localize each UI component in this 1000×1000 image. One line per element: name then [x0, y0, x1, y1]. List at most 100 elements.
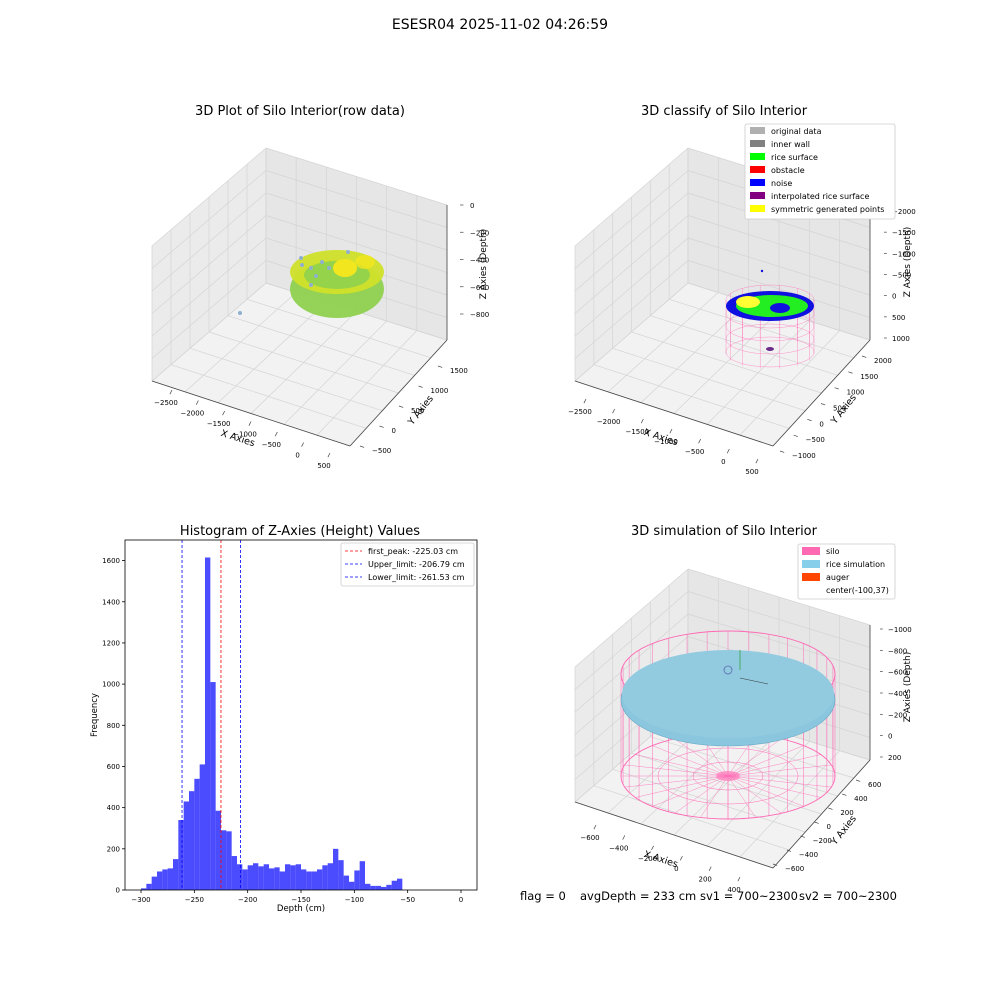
- plot2-y-tick: [834, 387, 839, 390]
- wall-gridline: [265, 237, 448, 296]
- plot4-y-tick-label: 400: [854, 795, 867, 803]
- cloud-top-ring: [290, 250, 384, 294]
- plot2-x-ticks: −2500 −2000 −1500 −1000 −500 0 500: [568, 398, 759, 476]
- plot1-x-tick: [301, 442, 304, 447]
- legend-label: noise: [771, 179, 792, 188]
- plot2-z-tick-label: −1000: [892, 250, 916, 258]
- plot2-x-tick: [612, 408, 615, 414]
- plot1-y-ticks: −500 0 500 1000 1500: [359, 365, 468, 455]
- figure-title: ESESR04 2025-11-02 04:26:59: [391, 17, 609, 33]
- floor-gridline: [612, 348, 806, 411]
- back-right-pane: [266, 148, 447, 340]
- plot4-y-tick-label: −400: [799, 851, 818, 859]
- silo-spoke: [727, 775, 756, 818]
- plot4-x-tick: [593, 824, 597, 830]
- plot1-y-tick: [359, 445, 365, 448]
- histogram-bar: [285, 864, 291, 890]
- plot2-x-tick: [755, 458, 759, 464]
- histogram-bar: [141, 888, 147, 890]
- plot4-x-tick-label: 0: [674, 865, 678, 873]
- plot1-z-tick-label: −400: [470, 257, 489, 265]
- histogram-bar: [301, 869, 307, 890]
- legend-swatch: [802, 560, 820, 568]
- floor-gridline: [250, 311, 357, 414]
- noise-point: [327, 266, 331, 270]
- plot4-y-tick: [842, 793, 847, 796]
- plot4-x-tick-label: −200: [638, 855, 657, 863]
- silo-spoke: [624, 764, 729, 777]
- legend-label: first_peak: -225.03 cm: [368, 547, 458, 556]
- legend-box: [797, 543, 896, 600]
- silo-spoke: [727, 734, 756, 777]
- plot2-y-tick: [861, 355, 867, 358]
- histogram-bar: [290, 865, 296, 890]
- histogram-bar: [157, 871, 163, 890]
- plot2-y-tick-label: −500: [806, 436, 825, 444]
- plot4-x-tick: [737, 876, 741, 882]
- wall-gridline: [151, 147, 267, 247]
- legend-swatch: [802, 573, 820, 581]
- wall-gridline: [574, 260, 689, 359]
- plot4-x-tick-label: −400: [609, 844, 628, 852]
- x-axis-line: [574, 801, 774, 869]
- plot1-title: 3D Plot of Silo Interior(row data): [195, 104, 405, 119]
- floor-gridline: [208, 331, 399, 394]
- legend-box: [744, 123, 896, 220]
- histogram-bar: [242, 869, 248, 890]
- histogram-bar: [295, 864, 301, 890]
- histogram-bar: [349, 881, 355, 890]
- legend-swatch: [750, 166, 765, 173]
- plot2-xlabel: X Axies: [642, 427, 679, 448]
- wall-gridline: [687, 260, 871, 318]
- plot4-y-tick: [772, 863, 778, 866]
- plot4-y-tick: [800, 835, 805, 838]
- plot4-y-tick-label: 200: [840, 809, 853, 817]
- silo-spoke: [652, 775, 729, 807]
- histogram-bar: [237, 864, 243, 890]
- back-left-pane: [575, 569, 688, 802]
- legend-swatch: [750, 127, 765, 134]
- y-tick-label: 0: [116, 887, 120, 895]
- histogram-frame: [124, 539, 478, 891]
- histogram-title: Histogram of Z-Axies (Height) Values: [179, 524, 421, 539]
- rice-simulation-top: [622, 650, 834, 738]
- floor-gridline: [189, 348, 383, 411]
- histogram-bar: [231, 856, 237, 890]
- plot4-z-tick-label: −200: [888, 711, 907, 719]
- wall-gridline: [574, 170, 689, 269]
- plot4-y-tick: [855, 779, 861, 782]
- histogram-bar: [279, 871, 285, 890]
- floor-gridline: [607, 292, 719, 393]
- wall-gridline: [574, 591, 689, 690]
- plot2-x-tick-label: 500: [745, 468, 758, 476]
- histogram-bar: [226, 831, 232, 890]
- plot1-y-tick-label: 1500: [450, 367, 468, 375]
- plot2-y-tick: [848, 371, 853, 374]
- histogram-xlabel: Depth (cm): [277, 904, 325, 914]
- plot2-y-tick-label: −1000: [792, 452, 816, 460]
- x-tick-label: −150: [291, 896, 310, 904]
- floor-gridline: [593, 785, 790, 851]
- histogram-bar: [391, 880, 397, 890]
- wall-gridline: [687, 192, 871, 251]
- silo-spoke: [727, 738, 782, 777]
- plot4-z-tick-label: −800: [888, 647, 907, 655]
- plot2-y-tick: [779, 450, 785, 453]
- floor-gridline: [612, 769, 806, 833]
- histogram-bar: [221, 830, 227, 890]
- auger-marker: [723, 665, 733, 675]
- plot2-z-tick-label: 500: [892, 314, 905, 322]
- x-axis-line: [574, 380, 774, 447]
- plot1-x-tick: [222, 410, 225, 416]
- plot2-y-tick-label: 0: [819, 420, 823, 428]
- symmetric-points: [736, 296, 760, 308]
- silo-spoke: [727, 754, 821, 777]
- histogram-ylabel: Frequency: [90, 693, 100, 737]
- noise-point: [299, 256, 303, 260]
- plot1-x-tick-label: −2000: [180, 410, 204, 418]
- silo-spoke: [635, 775, 729, 798]
- plot4-z-tick-label: −400: [888, 690, 907, 698]
- wall-gridline: [265, 282, 448, 341]
